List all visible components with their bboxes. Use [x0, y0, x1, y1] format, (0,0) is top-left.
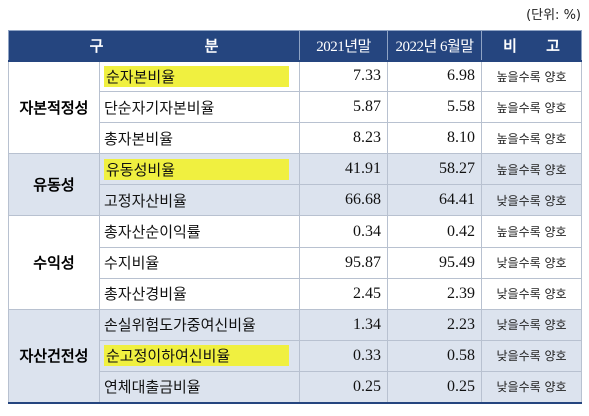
item-text: 순자본비율 — [104, 65, 290, 87]
item-label: 총자본비율 — [98, 122, 301, 155]
group-label: 유동성 — [8, 153, 100, 217]
item-label: 단순자기자본비율 — [98, 91, 301, 124]
note-cell: 높을수록 양호 — [481, 215, 583, 248]
group-label: 자본적정성 — [8, 59, 100, 155]
value-2022: 5.58 — [387, 91, 483, 124]
item-label: 수지비율 — [98, 246, 301, 279]
table-body: 자본적정성 순자본비율 7.33 6.98 높을수록 양호 단순자기자본비율 5… — [8, 59, 583, 404]
group-label: 자산건전성 — [8, 308, 100, 404]
value-2022: 2.23 — [387, 308, 483, 341]
value-2022: 0.25 — [387, 370, 483, 404]
item-text: 총자산순이익률 — [104, 223, 201, 242]
value-2021: 2.45 — [299, 277, 389, 310]
header-2022: 2022년 6월말 — [387, 30, 483, 61]
table-row: 단순자기자본비율 5.87 5.58 높을수록 양호 — [9, 91, 583, 124]
item-text: 순고정이하여신비율 — [104, 345, 290, 367]
item-label: 총자산경비율 — [98, 277, 301, 310]
item-text: 연체대출금비율 — [104, 378, 201, 397]
table-row: 연체대출금비율 0.25 0.25 낮을수록 양호 — [9, 370, 583, 404]
value-2022: 6.98 — [387, 59, 483, 93]
value-2021: 0.33 — [299, 339, 389, 372]
table-row: 자산건전성 손실위험도가중여신비율 1.34 2.23 낮을수록 양호 — [8, 308, 583, 404]
value-2021: 1.34 — [299, 308, 389, 341]
header-category: 구 분 — [7, 30, 301, 61]
item-label: 총자산순이익률 — [98, 215, 301, 248]
value-2022: 0.42 — [387, 215, 483, 248]
item-label: 유동성비율 — [98, 153, 301, 186]
note-cell: 낮을수록 양호 — [481, 277, 583, 310]
table-row: 순고정이하여신비율 0.33 0.58 낮을수록 양호 — [9, 339, 583, 372]
value-2021: 0.34 — [299, 215, 389, 248]
value-2022: 58.27 — [387, 153, 483, 186]
table-row: 자본적정성 순자본비율 7.33 6.98 높을수록 양호 — [8, 59, 583, 155]
note-cell: 낮을수록 양호 — [481, 246, 583, 279]
item-text: 고정자산비율 — [104, 191, 187, 210]
table-row: 고정자산비율 66.68 64.41 낮을수록 양호 — [9, 184, 583, 217]
value-2021: 7.33 — [299, 59, 389, 93]
table-row: 총자본비율 8.23 8.10 높을수록 양호 — [9, 122, 583, 155]
note-cell: 높을수록 양호 — [481, 122, 583, 155]
table-row: 총자산경비율 2.45 2.39 낮을수록 양호 — [9, 277, 583, 310]
item-text: 단순자기자본비율 — [104, 98, 215, 117]
table-row: 유동성 유동성비율 41.91 58.27 높을수록 양호 — [8, 153, 583, 217]
note-cell: 높을수록 양호 — [481, 59, 583, 93]
item-label: 고정자산비율 — [98, 184, 301, 217]
table-row: 수지비율 95.87 95.49 낮을수록 양호 — [9, 246, 583, 279]
value-2022: 2.39 — [387, 277, 483, 310]
value-2022: 8.10 — [387, 122, 483, 155]
value-2021: 95.87 — [299, 246, 389, 279]
note-cell: 낮을수록 양호 — [481, 370, 583, 404]
financial-ratio-table: 구 분 2021년말 2022년 6월말 비 고 자본적정성 순자본비율 7.3… — [7, 30, 583, 404]
note-cell: 낮을수록 양호 — [481, 184, 583, 217]
item-label: 순자본비율 — [98, 59, 301, 93]
value-2022: 95.49 — [387, 246, 483, 279]
table-header: 구 분 2021년말 2022년 6월말 비 고 — [7, 30, 583, 61]
value-2022: 64.41 — [387, 184, 483, 217]
value-2021: 41.91 — [299, 153, 389, 186]
item-text: 총자산경비율 — [104, 285, 187, 304]
value-2021: 5.87 — [299, 91, 389, 124]
item-label: 손실위험도가중여신비율 — [98, 308, 301, 341]
note-cell: 낮을수록 양호 — [481, 339, 583, 372]
header-2021: 2021년말 — [299, 30, 389, 61]
item-text: 유동성비율 — [104, 158, 290, 180]
item-label: 순고정이하여신비율 — [98, 339, 301, 372]
value-2021: 0.25 — [299, 370, 389, 404]
note-cell: 높을수록 양호 — [481, 153, 583, 186]
value-2021: 66.68 — [299, 184, 389, 217]
item-text: 수지비율 — [104, 254, 160, 273]
table-row: 수익성 총자산순이익률 0.34 0.42 높을수록 양호 — [8, 215, 583, 310]
group-label: 수익성 — [8, 215, 100, 310]
item-text: 손실위험도가중여신비율 — [104, 316, 256, 335]
value-2022: 0.58 — [387, 339, 483, 372]
item-label: 연체대출금비율 — [98, 370, 301, 404]
item-text: 총자본비율 — [104, 129, 174, 148]
value-2021: 8.23 — [299, 122, 389, 155]
note-cell: 낮을수록 양호 — [481, 308, 583, 341]
header-note: 비 고 — [481, 30, 583, 61]
unit-label: (단위: %) — [526, 8, 581, 23]
note-cell: 높을수록 양호 — [481, 91, 583, 124]
